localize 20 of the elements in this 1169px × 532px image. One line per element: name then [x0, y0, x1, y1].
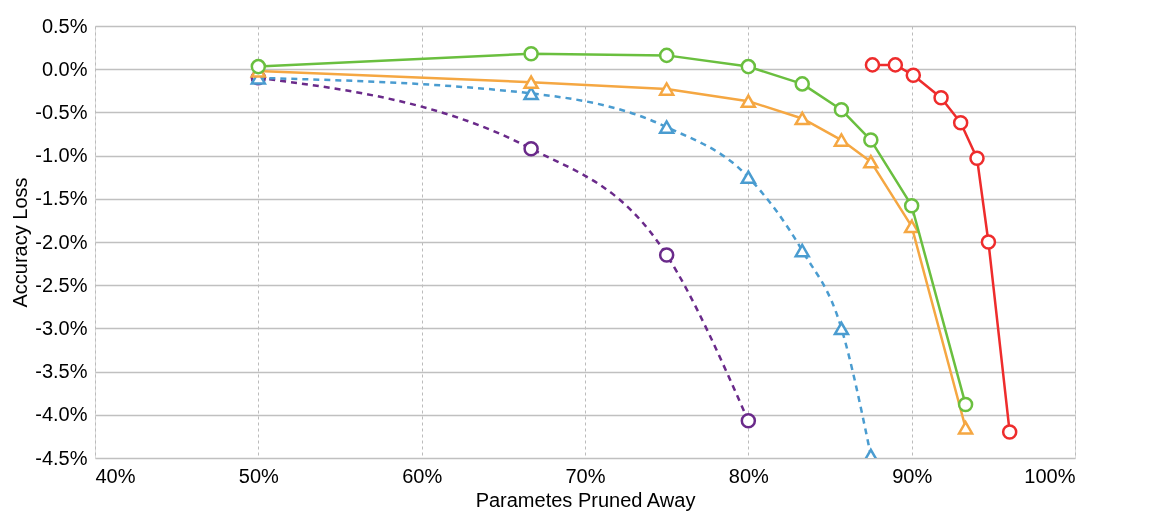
y-tick-label: -1.5% [35, 187, 88, 210]
y-tick-label: 0.5% [41, 14, 88, 37]
y-tick-label: -2.5% [35, 273, 88, 296]
x-axis-title: Parametes Pruned Away [475, 488, 696, 511]
x-tick-label: 70% [565, 464, 606, 487]
x-tick-label: 40% [95, 464, 136, 487]
y-axis-title: Accuracy Loss [9, 177, 32, 308]
x-tick-label: 90% [892, 464, 933, 487]
x-tick-label: 60% [402, 464, 443, 487]
y-tick-label: -1.0% [35, 144, 88, 167]
x-tick-label: 50% [238, 464, 280, 487]
y-tick-label: -0.5% [35, 100, 88, 123]
y-tick-label: -4.5% [35, 446, 88, 469]
y-tick-label: -2.0% [35, 230, 88, 253]
x-tick-label: 100% [1024, 464, 1076, 487]
y-tick-label: -3.0% [35, 316, 88, 339]
x-tick-label: 80% [728, 464, 770, 487]
y-tick-label: -4.0% [35, 403, 88, 426]
y-tick-label: 0.0% [41, 57, 88, 80]
y-tick-label: -3.5% [35, 360, 88, 383]
